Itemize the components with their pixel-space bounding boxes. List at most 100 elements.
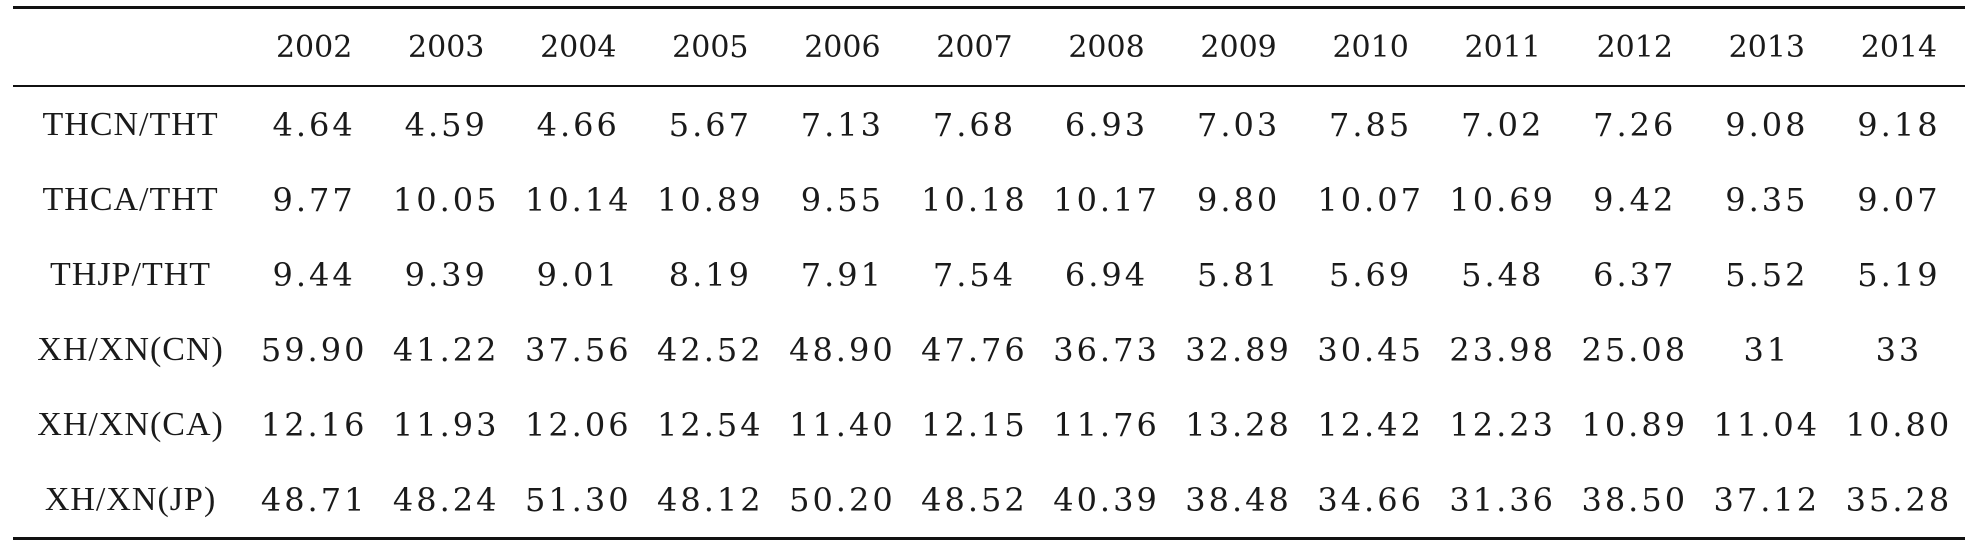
data-table: 2002 2003 2004 2005 2006 2007 2008 2009 … — [13, 6, 1965, 540]
table-cell: 38.48 — [1185, 480, 1292, 519]
table-cell: 5.19 — [1857, 255, 1941, 294]
table-cell: 47.76 — [921, 330, 1028, 369]
table-cell: 9.42 — [1593, 180, 1677, 219]
table-cell: 48.90 — [789, 330, 896, 369]
table-row: XH/XN(JP) 48.71 48.24 51.30 48.12 50.20 48.52 4… — [13, 462, 1965, 539]
table-cell: 5.67 — [668, 105, 752, 144]
year-header: 2008 — [1068, 29, 1145, 65]
table-cell: 36.73 — [1053, 330, 1160, 369]
table-cell: 10.69 — [1449, 180, 1556, 219]
row-label: XH/XN(JP) — [44, 480, 217, 518]
table-cell: 10.80 — [1845, 405, 1953, 444]
table-cell: 5.81 — [1196, 255, 1281, 294]
table-cell: 30.45 — [1317, 330, 1424, 369]
table-cell: 5.69 — [1329, 255, 1413, 294]
table-cell: 9.07 — [1857, 180, 1941, 219]
table-cell: 37.12 — [1713, 480, 1821, 519]
year-header: 2009 — [1200, 29, 1277, 65]
table-cell: 4.64 — [272, 105, 356, 144]
table-cell: 9.55 — [800, 180, 885, 219]
year-header: 2007 — [936, 29, 1013, 65]
row-label: THJP/THT — [50, 255, 212, 293]
table-cell: 7.54 — [932, 255, 1017, 294]
year-header: 2012 — [1596, 29, 1673, 65]
table-cell: 7.91 — [800, 255, 885, 294]
table-cell: 8.19 — [668, 255, 752, 294]
table-cell: 7.26 — [1593, 105, 1677, 144]
table-cell: 9.01 — [536, 255, 620, 294]
table-cell: 34.66 — [1317, 480, 1424, 519]
table-cell: 7.85 — [1329, 105, 1413, 144]
header-row: 2002 2003 2004 2005 2006 2007 2008 2009 … — [13, 7, 1965, 87]
table-cell: 23.98 — [1449, 330, 1556, 369]
table-cell: 40.39 — [1053, 480, 1160, 519]
table-cell: 7.68 — [932, 105, 1017, 144]
table-cell: 48.52 — [921, 480, 1028, 519]
table-cell: 12.42 — [1317, 405, 1424, 444]
table-cell: 37.56 — [524, 330, 632, 369]
table-body: THCN/THT 4.64 4.59 4.66 5.67 7.13 7.68 6.93 7.03… — [13, 86, 1965, 539]
year-header: 2014 — [1860, 29, 1938, 65]
table-cell: 33 — [1875, 330, 1923, 369]
table-cell: 12.54 — [657, 405, 764, 444]
table-row: THCN/THT 4.64 4.59 4.66 5.67 7.13 7.68 6.93 7.03… — [13, 86, 1965, 162]
table-cell: 9.08 — [1725, 105, 1809, 144]
table-cell: 48.12 — [657, 480, 764, 519]
table-cell: 59.90 — [260, 330, 368, 369]
row-label: XH/XN(CN) — [37, 330, 224, 368]
table-cell: 5.52 — [1725, 255, 1809, 294]
table-cell: 31 — [1743, 330, 1791, 369]
table-cell: 35.28 — [1845, 480, 1953, 519]
table-cell: 10.89 — [1581, 405, 1689, 444]
table-cell: 48.71 — [260, 480, 368, 519]
table-cell: 41.22 — [392, 330, 500, 369]
table-cell: 6.37 — [1593, 255, 1677, 294]
corner-cell — [13, 8, 248, 87]
table-cell: 32.89 — [1185, 330, 1292, 369]
table-cell: 10.07 — [1317, 180, 1424, 219]
table-cell: 7.03 — [1196, 105, 1281, 144]
row-label: THCA/THT — [42, 180, 219, 218]
table-row: XH/XN(CA) 12.16 11.93 12.06 12.54 11.40 12.15 1… — [13, 387, 1965, 462]
table-cell: 12.06 — [524, 405, 632, 444]
table-cell: 48.24 — [392, 480, 500, 519]
table-row: THJP/THT 9.44 9.39 9.01 8.19 7.91 7.54 6.94 5.81… — [13, 237, 1965, 312]
table-cell: 7.02 — [1461, 105, 1545, 144]
table-cell: 6.93 — [1064, 105, 1149, 144]
table-cell: 10.05 — [392, 180, 500, 219]
table-row: THCA/THT 9.77 10.05 10.14 10.89 9.55 10.18 10.1… — [13, 162, 1965, 237]
table-cell: 7.13 — [800, 105, 885, 144]
table-cell: 12.23 — [1449, 405, 1556, 444]
table-cell: 9.80 — [1196, 180, 1281, 219]
table-cell: 4.66 — [536, 105, 620, 144]
table-cell: 9.77 — [272, 180, 356, 219]
data-table-container: 2002 2003 2004 2005 2006 2007 2008 2009 … — [13, 6, 1965, 540]
table-cell: 9.44 — [272, 255, 356, 294]
table-cell: 50.20 — [789, 480, 896, 519]
table-cell: 6.94 — [1064, 255, 1149, 294]
year-header: 2013 — [1728, 29, 1805, 65]
table-cell: 10.89 — [657, 180, 764, 219]
table-cell: 5.48 — [1461, 255, 1545, 294]
table-cell: 38.50 — [1581, 480, 1689, 519]
table-cell: 25.08 — [1581, 330, 1689, 369]
year-header: 2011 — [1464, 29, 1541, 65]
table-cell: 31.36 — [1449, 480, 1556, 519]
table-cell: 4.59 — [404, 105, 488, 144]
year-header: 2010 — [1332, 29, 1409, 65]
table-cell: 11.76 — [1053, 405, 1160, 444]
table-cell: 11.04 — [1713, 405, 1821, 444]
table-row: XH/XN(CN) 59.90 41.22 37.56 42.52 48.90 47.76 3… — [13, 312, 1965, 387]
table-cell: 10.17 — [1053, 180, 1160, 219]
table-cell: 12.15 — [921, 405, 1028, 444]
table-cell: 11.93 — [392, 405, 500, 444]
table-cell: 42.52 — [657, 330, 764, 369]
year-header: 2005 — [672, 29, 749, 65]
table-cell: 9.18 — [1857, 105, 1941, 144]
year-header: 2006 — [804, 29, 881, 65]
year-header: 2004 — [540, 29, 617, 65]
table-cell: 13.28 — [1185, 405, 1292, 444]
year-header: 2002 — [275, 29, 353, 65]
table-cell: 10.14 — [524, 180, 632, 219]
row-label: XH/XN(CA) — [37, 405, 224, 443]
